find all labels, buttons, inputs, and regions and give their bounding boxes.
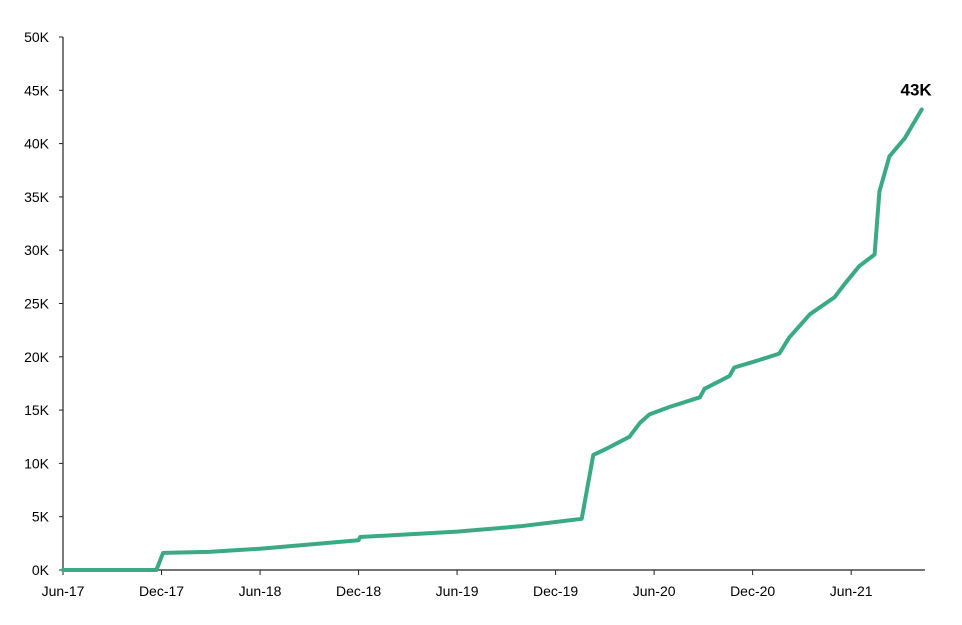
y-axis-ticks: 0K 5K 10K 15K 20K 25K 30K 35K 40K 45K 50K <box>24 29 63 578</box>
x-tick-label: Dec-19 <box>533 583 578 599</box>
y-tick-label: 10K <box>24 455 50 471</box>
end-value-label: 43K <box>900 80 932 99</box>
y-tick-label: 20K <box>24 349 50 365</box>
x-tick-label: Jun-20 <box>633 583 676 599</box>
y-tick-label: 25K <box>24 296 50 312</box>
x-tick-label: Jun-17 <box>42 583 85 599</box>
x-tick-label: Jun-19 <box>436 583 479 599</box>
y-tick-label: 15K <box>24 402 50 418</box>
series-line <box>63 110 922 571</box>
x-tick-label: Dec-20 <box>730 583 775 599</box>
x-tick-label: Dec-17 <box>139 583 184 599</box>
y-tick-label: 50K <box>24 29 50 45</box>
x-tick-label: Jun-21 <box>830 583 873 599</box>
y-tick-label: 35K <box>24 189 50 205</box>
y-tick-label: 40K <box>24 136 50 152</box>
series-group <box>63 109 922 570</box>
y-tick-label: 5K <box>32 509 50 525</box>
y-tick-label: 30K <box>24 242 50 258</box>
y-tick-label: 0K <box>32 562 50 578</box>
x-tick-label: Jun-18 <box>239 583 282 599</box>
x-tick-label: Dec-18 <box>336 583 381 599</box>
x-axis-ticks: Jun-17 Dec-17 Jun-18 Dec-18 Jun-19 Dec-19 Jun-… <box>42 570 873 599</box>
y-tick-label: 45K <box>24 82 50 98</box>
